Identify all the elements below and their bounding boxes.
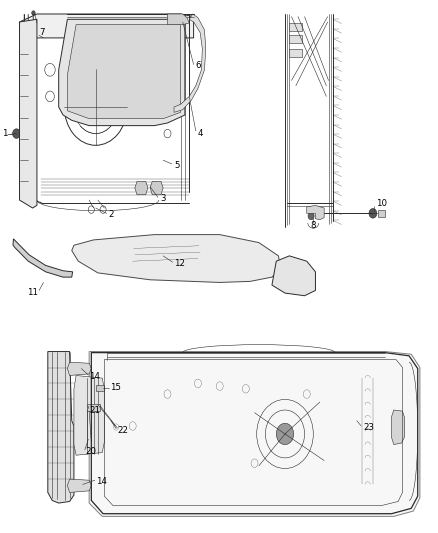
Polygon shape [95,384,104,391]
Text: 2: 2 [109,210,114,219]
Polygon shape [48,352,74,503]
Text: 5: 5 [174,161,180,170]
Polygon shape [13,239,73,277]
Text: 23: 23 [364,423,374,432]
Polygon shape [67,25,180,119]
Polygon shape [72,235,281,282]
Text: 14: 14 [95,478,107,486]
Polygon shape [59,19,185,126]
Polygon shape [174,14,206,112]
Text: 1: 1 [2,129,7,138]
Polygon shape [307,205,324,220]
Polygon shape [272,256,315,296]
Polygon shape [74,375,104,455]
Polygon shape [290,35,302,43]
Circle shape [32,11,35,15]
Polygon shape [89,352,420,516]
Circle shape [78,364,87,374]
Text: 4: 4 [198,129,204,138]
Polygon shape [67,479,92,492]
Polygon shape [135,181,148,195]
Text: 22: 22 [117,426,128,435]
Text: 10: 10 [376,199,387,208]
Polygon shape [167,14,189,25]
Polygon shape [378,210,385,216]
Text: 14: 14 [89,372,100,381]
Text: 20: 20 [86,447,97,456]
Text: 6: 6 [196,61,201,70]
Polygon shape [20,19,37,208]
Text: 11: 11 [27,287,38,296]
Circle shape [369,208,377,218]
Text: 7: 7 [39,28,45,37]
Text: 15: 15 [110,383,121,392]
Polygon shape [392,410,405,445]
Text: 21: 21 [89,406,100,415]
Circle shape [276,423,294,445]
Polygon shape [87,403,100,411]
Text: 3: 3 [160,195,166,204]
Polygon shape [20,14,194,38]
Circle shape [87,96,104,118]
Polygon shape [290,23,302,31]
Text: 8: 8 [311,221,316,230]
Circle shape [13,129,21,139]
Polygon shape [290,49,302,56]
Circle shape [78,480,87,491]
Polygon shape [67,362,92,375]
Circle shape [308,212,314,220]
Text: 12: 12 [174,260,185,268]
Polygon shape [150,181,163,195]
